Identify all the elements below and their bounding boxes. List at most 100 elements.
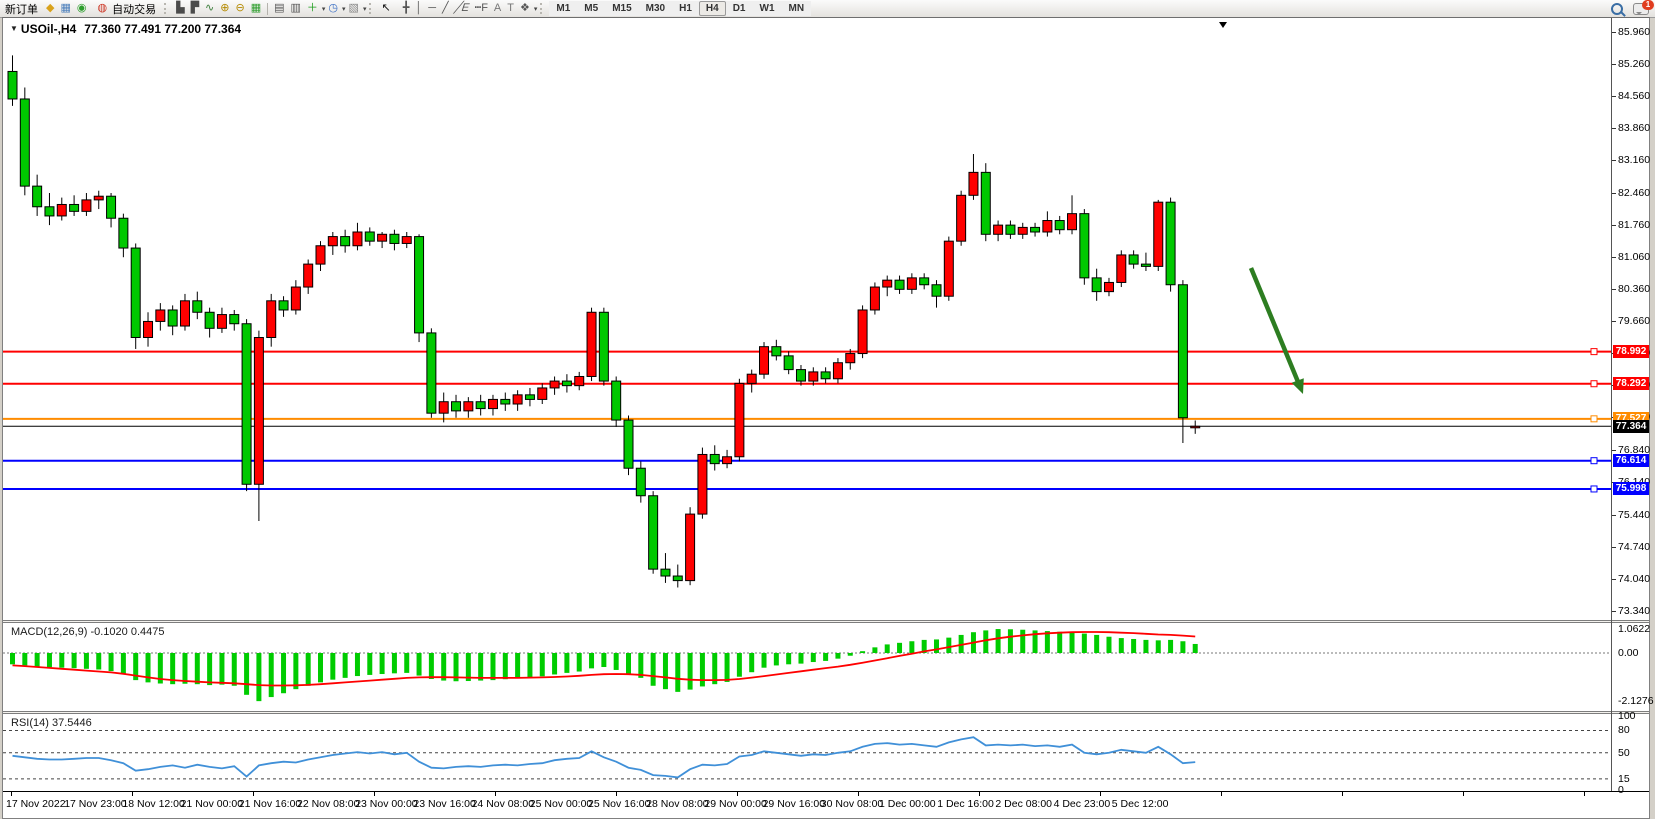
time-tick <box>11 792 12 796</box>
timeframe-h4[interactable]: H4 <box>698 1 726 16</box>
price-axis[interactable]: 85.960 85.260 84.560 83.860 83.160 82.460 81.7… <box>1611 18 1654 796</box>
vertical-line-icon[interactable]: │ <box>415 2 423 14</box>
rsi-scale-label: 100 <box>1618 709 1636 722</box>
price-tick <box>1612 224 1616 226</box>
search-icon[interactable] <box>1611 2 1623 15</box>
resistance-line-2-handle[interactable] <box>1590 380 1598 388</box>
rsi-panel[interactable] <box>3 714 1611 791</box>
price-tick <box>1612 546 1616 548</box>
price-tick <box>1612 96 1616 98</box>
time-label: 2 Dec 08:00 <box>995 798 1053 810</box>
time-tick <box>253 792 254 796</box>
support-line-orange-handle[interactable] <box>1590 415 1598 423</box>
time-label: 25 Nov 00:00 <box>529 798 593 810</box>
horizontal-line-icon[interactable]: ─ <box>428 2 436 14</box>
crosshair-icon[interactable]: ╋ <box>402 2 410 14</box>
channel-icon[interactable]: ╱E <box>452 2 471 14</box>
timeframe-m30[interactable]: M30 <box>638 1 673 16</box>
zoom-in-icon[interactable]: ⊕ <box>220 2 230 14</box>
add-indicator-icon[interactable]: ＋ <box>306 2 318 14</box>
panel-splitter[interactable] <box>3 711 1649 714</box>
toolbar-left-icons: ◆ ▦ ◉ <box>43 1 89 16</box>
period-icon-caret[interactable]: ▾ <box>342 6 346 13</box>
resistance-line-1-price-badge: 78.992 <box>1613 345 1649 359</box>
price-tick <box>1612 128 1616 130</box>
time-label: 29 Nov 00:00 <box>704 798 767 810</box>
time-label: 5 Dec 12:00 <box>1111 798 1169 810</box>
rsi-scale-label: 50 <box>1618 746 1630 759</box>
market-watch-icon[interactable]: ▦ <box>60 2 71 14</box>
time-axis[interactable]: 17 Nov 2022 17 Nov 23:00 18 Nov 12:00 21 No… <box>3 791 1649 818</box>
timeframe-m1[interactable]: M1 <box>549 1 578 16</box>
text-icon[interactable]: A <box>493 2 502 14</box>
macd-panel[interactable] <box>3 623 1611 711</box>
trendline-icon[interactable]: ╱ <box>441 2 449 14</box>
arrows-icon[interactable]: ❖ <box>520 2 530 14</box>
price-tick-label: 74.040 <box>1618 572 1651 585</box>
timeframe-m5[interactable]: M5 <box>577 1 606 16</box>
signals-icon[interactable]: ◉ <box>76 2 87 14</box>
time-label: 17 Nov 23:00 <box>64 798 127 810</box>
cursor-icon[interactable]: ↖ <box>381 2 391 14</box>
timeframe-w1[interactable]: W1 <box>752 1 782 16</box>
time-label: 29 Nov 16:00 <box>762 798 826 810</box>
objects-window-icon[interactable]: ▥ <box>290 2 301 14</box>
timeframe-mn[interactable]: MN <box>781 1 812 16</box>
time-tick <box>737 792 738 796</box>
collapse-icon[interactable]: ▼ <box>10 24 18 33</box>
notifications-icon[interactable]: 1 <box>1633 0 1654 15</box>
resistance-line-1-handle[interactable] <box>1590 348 1598 356</box>
price-tick <box>1612 256 1616 258</box>
timeframe-buttons: M1 M5 M15 M30 H1 H4 D1 W1 MN <box>549 1 812 16</box>
support-line-blue-1-price-badge: 76.614 <box>1613 454 1649 468</box>
price-tick <box>1612 32 1616 33</box>
macd-label: MACD(12,26,9) -0.1020 0.4475 <box>11 626 165 638</box>
toolbar-chart-icons: ▙ ▛ ∿ ⊕ ⊖ ▦ <box>173 1 264 16</box>
price-tick <box>1612 288 1616 290</box>
new-order-button[interactable]: 新订单 <box>0 1 43 16</box>
timeframe-d1[interactable]: D1 <box>725 1 753 16</box>
label-icon[interactable]: T <box>507 2 514 14</box>
arrows-icon-caret[interactable]: ▾ <box>533 6 538 13</box>
support-line-blue-2-handle[interactable] <box>1590 485 1598 493</box>
time-tick <box>979 792 980 796</box>
line-chart-icon[interactable]: ∿ <box>205 2 215 14</box>
price-tick <box>1612 64 1616 66</box>
accounts-icon[interactable]: ◆ <box>46 2 55 14</box>
toolbar-separator <box>267 2 269 15</box>
autotrading-button[interactable]: ◍ 自动交易 <box>89 1 161 16</box>
template-icon-caret[interactable]: ▾ <box>362 6 367 13</box>
panel-splitter[interactable] <box>3 620 1649 623</box>
toolbar-grip <box>540 3 545 14</box>
time-label: 21 Nov 00:00 <box>180 798 244 810</box>
new-chart-icon[interactable]: ▙ <box>176 2 185 14</box>
price-tick <box>1612 320 1616 322</box>
trend-arrow-annotation[interactable] <box>1248 267 1304 394</box>
autotrading-label: 自动交易 <box>112 3 157 16</box>
period-icon[interactable]: ◷ <box>328 2 339 14</box>
time-label: 1 Dec 16:00 <box>937 798 994 810</box>
time-label: 23 Nov 16:00 <box>413 798 476 810</box>
price-tick-label: 80.360 <box>1618 282 1651 295</box>
fibonacci-icon[interactable]: ┅F <box>474 2 488 14</box>
profiles-icon[interactable]: ▛ <box>190 2 200 14</box>
timeframe-m15[interactable]: M15 <box>605 1 639 16</box>
time-tick <box>1584 792 1585 796</box>
toolbar-right: 1 <box>1611 0 1654 15</box>
rsi-scale-label: 80 <box>1618 724 1630 737</box>
price-tick-label: 81.760 <box>1618 218 1651 231</box>
indicators-window-icon[interactable]: ▤ <box>274 2 285 14</box>
timeframe-h1[interactable]: H1 <box>672 1 699 16</box>
support-line-blue-1-handle[interactable] <box>1590 457 1598 465</box>
price-tick <box>1612 578 1616 580</box>
candlestick-chart[interactable] <box>3 18 1611 620</box>
add-indicator-icon-caret[interactable]: ▾ <box>321 6 326 13</box>
zoom-out-icon[interactable]: ⊖ <box>235 2 245 14</box>
template-icon[interactable]: ▧ <box>348 2 359 14</box>
time-tick <box>1221 792 1222 796</box>
time-tick <box>495 792 496 796</box>
price-tick-label: 82.460 <box>1618 186 1651 199</box>
time-label: 25 Nov 16:00 <box>588 798 651 810</box>
time-label: 24 Nov 08:00 <box>471 798 535 810</box>
tile-windows-icon[interactable]: ▦ <box>250 2 262 14</box>
